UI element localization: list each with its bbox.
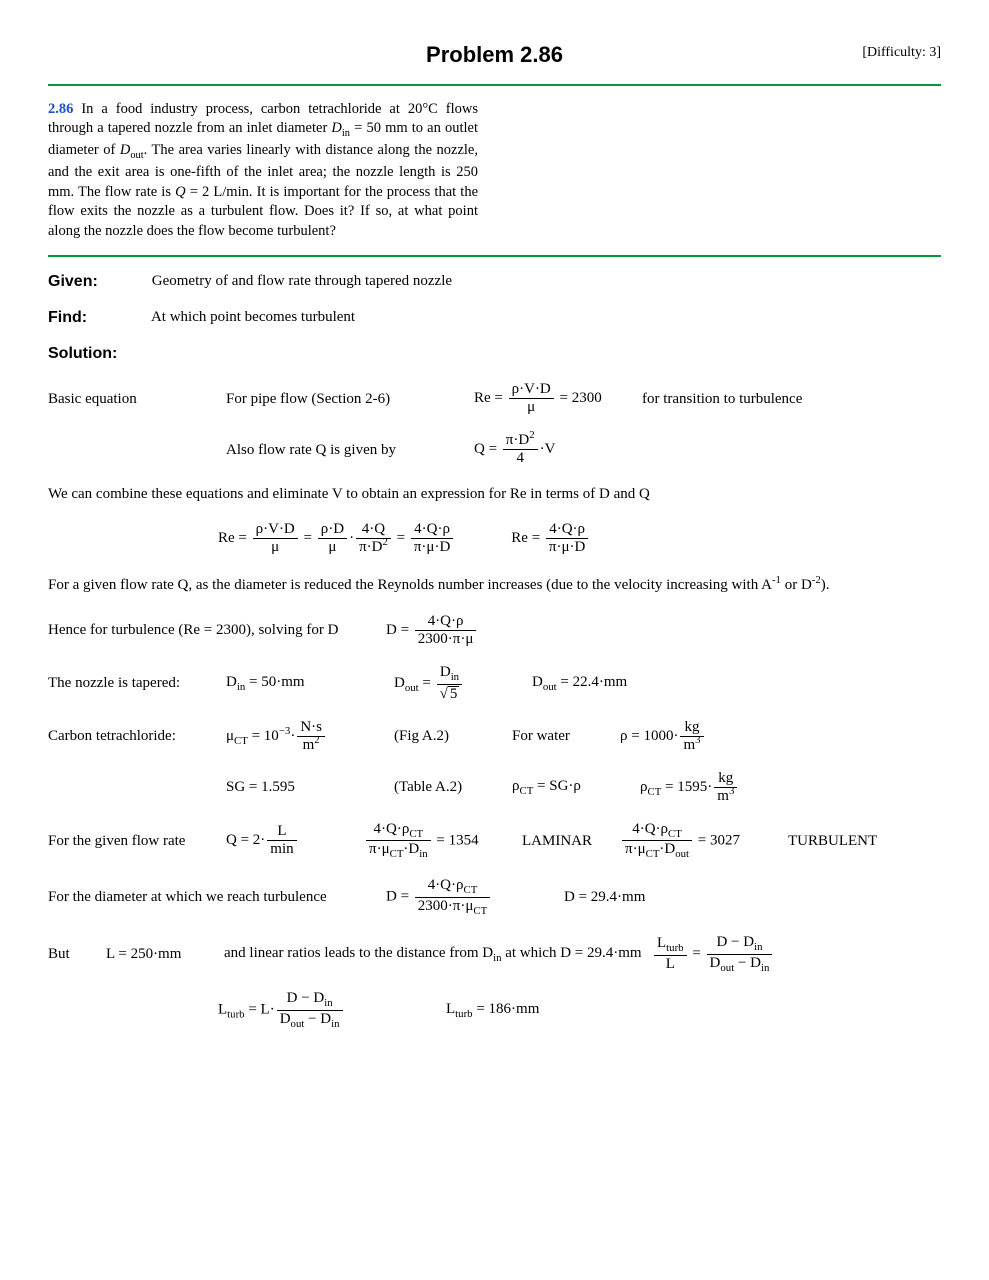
page-title: Problem 2.86 [426,40,563,70]
re-dout-expr: 4·Q·ρCTπ·μCT·Dout = 3027 [620,822,780,861]
tapered-row: The nozzle is tapered: Din = 50·mm Dout … [48,665,941,702]
but-row: But L = 250·mm and linear ratios leads t… [48,935,941,974]
find-label: Find: [48,307,148,329]
sg-value: SG = 1.595 [226,777,386,797]
find-row: Find: At which point becomes turbulent [48,307,941,329]
given-row: Given: Geometry of and flow rate through… [48,271,941,293]
q-equation: Q = π·D24·V [474,433,555,466]
ct-row-2: SG = 1.595 (Table A.2) ρCT = SG·ρ ρCT = … [48,771,941,804]
reduce-note: For a given flow rate Q, as the diameter… [48,573,941,595]
given-label: Given: [48,271,148,293]
rhoCT-value: ρCT = 1595·kgm3 [640,771,739,804]
re-din-expr: 4·Q·ρCTπ·μCT·Din = 1354 [364,822,514,861]
tapered-label: The nozzle is tapered: [48,673,218,693]
rule-bottom [48,255,941,257]
basic-eq-label: Basic equation [48,389,218,409]
L-value: L = 250·mm [106,944,216,964]
solution-body: Basic equation For pipe flow (Section 2-… [48,382,941,1030]
mu-ct: μCT = 10−3·N·sm2 [226,720,386,753]
d-turb-value: D = 29.4·mm [564,887,645,907]
dout-value: Dout = 22.4·mm [532,672,627,695]
basic-equation-row: Basic equation For pipe flow (Section 2-… [48,382,941,415]
rhoCT-expr: ρCT = SG·ρ [512,776,632,799]
din-value: Din = 50·mm [226,672,386,695]
re-derivation: Re = ρ·V·Dμ = ρ·Dμ·4·Qπ·D2 = 4·Q·ρπ·μ·D … [48,522,941,555]
flowrate-label: For the given flow rate [48,831,218,851]
given-text: Geometry of and flow rate through tapere… [152,273,452,289]
lturb-ratio: LturbL = D − DinDout − Din [652,935,774,974]
rho-water: ρ = 1000·kgm3 [620,720,706,753]
d-turb-expr: D = 4·Q·ρCT2300·π·μCT [386,878,556,917]
problem-statement: 2.86 In a food industry process, carbon … [48,100,478,242]
find-text: At which point becomes turbulent [151,309,355,325]
lturb-value: Lturb = 186·mm [446,999,539,1022]
lturb-row: Lturb = L·D − DinDout − Din Lturb = 186·… [48,991,941,1030]
difficulty-label: [Difficulty: 3] [862,44,941,63]
solution-label: Solution: [48,343,148,365]
re-equation: Re = ρ·V·Dμ = 2300 [474,382,634,415]
figA2: (Fig A.2) [394,726,504,746]
lturb-expr: Lturb = L·D − DinDout − Din [218,991,438,1030]
q-value: Q = 2·Lmin [226,824,356,857]
flowrate-note: Also flow rate Q is given by [226,440,466,460]
combine-note: We can combine these equations and elimi… [48,484,941,504]
ct-row-1: Carbon tetrachloride: μCT = 10−3·N·sm2 (… [48,720,941,753]
ct-label: Carbon tetrachloride: [48,726,218,746]
pipe-flow-note: For pipe flow (Section 2-6) [226,389,466,409]
problem-number: 2.86 [48,101,73,117]
tableA2: (Table A.2) [394,777,504,797]
but-label: But [48,944,98,964]
diam-turb-row: For the diameter at which we reach turbu… [48,878,941,917]
d-equation: D = 4·Q·ρ2300·π·μ [386,614,478,647]
solve-d-row: Hence for turbulence (Re = 2300), solvin… [48,614,941,647]
rule-top [48,84,941,86]
problem-text: In a food industry process, carbon tetra… [48,101,478,239]
turbulent-label: TURBULENT [788,831,877,851]
header: Problem 2.86 [Difficulty: 3] [48,40,941,70]
solution-heading: Solution: [48,343,941,365]
flowrate-row: For the given flow rate Q = 2·Lmin 4·Q·ρ… [48,822,941,861]
transition-note: for transition to turbulence [642,389,802,409]
water-label: For water [512,726,612,746]
turb-solve-note: Hence for turbulence (Re = 2300), solvin… [48,620,378,640]
diam-turb-label: For the diameter at which we reach turbu… [48,887,378,907]
linear-note: and linear ratios leads to the distance … [224,943,644,966]
laminar-label: LAMINAR [522,831,612,851]
q-equation-row: Also flow rate Q is given by Q = π·D24·V [48,433,941,466]
dout-expr: Dout = Din5 [394,665,524,702]
